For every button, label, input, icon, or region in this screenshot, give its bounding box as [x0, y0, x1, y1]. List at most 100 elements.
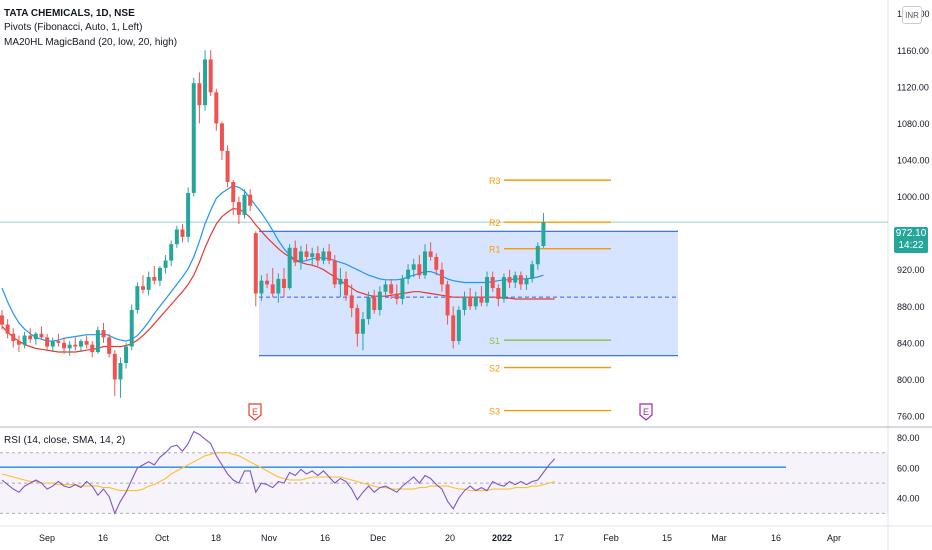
earnings-marker-label: E [252, 407, 258, 417]
candle-body [293, 247, 298, 263]
candle-body [39, 333, 44, 338]
candle-body [366, 297, 371, 320]
time-tick-label: Mar [711, 533, 727, 543]
rsi-ma-line [1, 452, 555, 492]
candle-body [479, 297, 484, 303]
candle-body [265, 280, 270, 285]
candle-body [400, 278, 405, 299]
candle-body [33, 333, 38, 340]
candle-body [73, 344, 78, 347]
last-price-value: 972.10 [895, 228, 927, 239]
pivot-label-s2: S2 [489, 364, 500, 374]
candle-body [270, 284, 275, 294]
candle-body [90, 344, 95, 353]
candle-body [203, 59, 208, 106]
candle-body [186, 192, 191, 237]
candle-body [332, 260, 337, 285]
time-tick-label: 15 [662, 533, 672, 543]
candle-body [360, 319, 365, 334]
price-tick-label: 920.00 [897, 265, 925, 275]
candle-body [112, 353, 117, 380]
candle-body [135, 286, 140, 310]
time-tick-label: 18 [211, 533, 221, 543]
candle-body [84, 341, 89, 345]
price-tick-label: 1120.00 [897, 82, 929, 92]
candle-body [0, 315, 4, 325]
candle-body [417, 264, 422, 276]
ma20-low-line [1, 184, 544, 342]
candle-body [124, 346, 129, 363]
candle-body [321, 251, 326, 261]
candle-body [315, 253, 320, 261]
candle-body [411, 264, 416, 270]
rsi-tick-label: 80.00 [897, 433, 920, 443]
candle-body [468, 297, 473, 307]
symbol-title[interactable]: TATA CHEMICALS, 1D, NSE [4, 8, 135, 19]
time-tick-label: Apr [827, 533, 841, 543]
candle-body [253, 233, 258, 294]
candle-body [197, 83, 202, 106]
candle-body [338, 278, 343, 285]
candle-body [282, 278, 286, 289]
price-tick-label: 1160.00 [897, 46, 929, 56]
candle-body [434, 256, 439, 270]
candle-body [146, 277, 151, 290]
candle-body [169, 244, 174, 261]
candle-body [507, 277, 512, 283]
pivots-indicator-label[interactable]: Pivots (Fibonacci, Auto, 1, Left) [4, 22, 143, 33]
candle-body [16, 341, 21, 345]
candle-body [490, 277, 495, 289]
candle-body [11, 333, 16, 342]
time-tick-label: 20 [445, 533, 455, 543]
candle-body [67, 344, 72, 349]
ma-band-indicator-label[interactable]: MA20HL MagicBand (20, low, 20, high) [4, 37, 178, 48]
pivot-label-r3: R3 [489, 176, 501, 186]
candle-body [276, 278, 281, 294]
candle-body [473, 297, 478, 307]
candle-body [439, 269, 444, 285]
time-tick-label: 16 [320, 533, 330, 543]
pivot-label-r1: R1 [489, 245, 501, 255]
last-price-tag: 972.10 14:22 [894, 227, 928, 253]
candle-body [219, 123, 224, 151]
candle-body [456, 309, 461, 342]
candle-body [372, 297, 377, 310]
candle-body [50, 341, 55, 347]
candle-body [377, 291, 382, 310]
candle-body [485, 277, 490, 303]
candle-body [259, 280, 264, 294]
candle-body [445, 284, 450, 316]
candle-body [501, 277, 506, 299]
candle-body [107, 337, 112, 354]
candle-body [298, 251, 303, 263]
pivot-label-s3: S3 [489, 407, 500, 417]
candle-body [355, 308, 360, 334]
candle-body [423, 251, 427, 276]
candle-body [248, 194, 253, 206]
time-tick-label: 17 [554, 533, 564, 543]
candle-body [180, 229, 185, 237]
rsi-tick-label: 40.00 [897, 494, 920, 504]
candle-body [22, 335, 27, 345]
countdown-timer: 14:22 [898, 240, 924, 251]
price-tick-label: 1080.00 [897, 119, 930, 129]
range-box [259, 231, 678, 356]
candle-body [118, 362, 123, 380]
candle-body [518, 275, 523, 285]
time-tick-label: Dec [370, 533, 387, 543]
candle-body [496, 288, 501, 299]
currency-badge[interactable]: INR [902, 6, 922, 24]
candle-body [163, 260, 168, 268]
price-tick-label: 760.00 [897, 412, 925, 422]
pivot-label-r2: R2 [489, 218, 501, 228]
time-tick-label: 16 [98, 533, 108, 543]
candle-body [225, 150, 230, 182]
candle-body [214, 92, 219, 124]
price-tick-label: 1000.00 [897, 192, 930, 202]
time-tick-label: Nov [261, 533, 278, 543]
pivot-label-s1: S1 [489, 336, 500, 346]
candle-body [191, 83, 196, 193]
rsi-indicator-label[interactable]: RSI (14, close, SMA, 14, 2) [4, 435, 126, 446]
time-tick-label: Feb [603, 533, 619, 543]
